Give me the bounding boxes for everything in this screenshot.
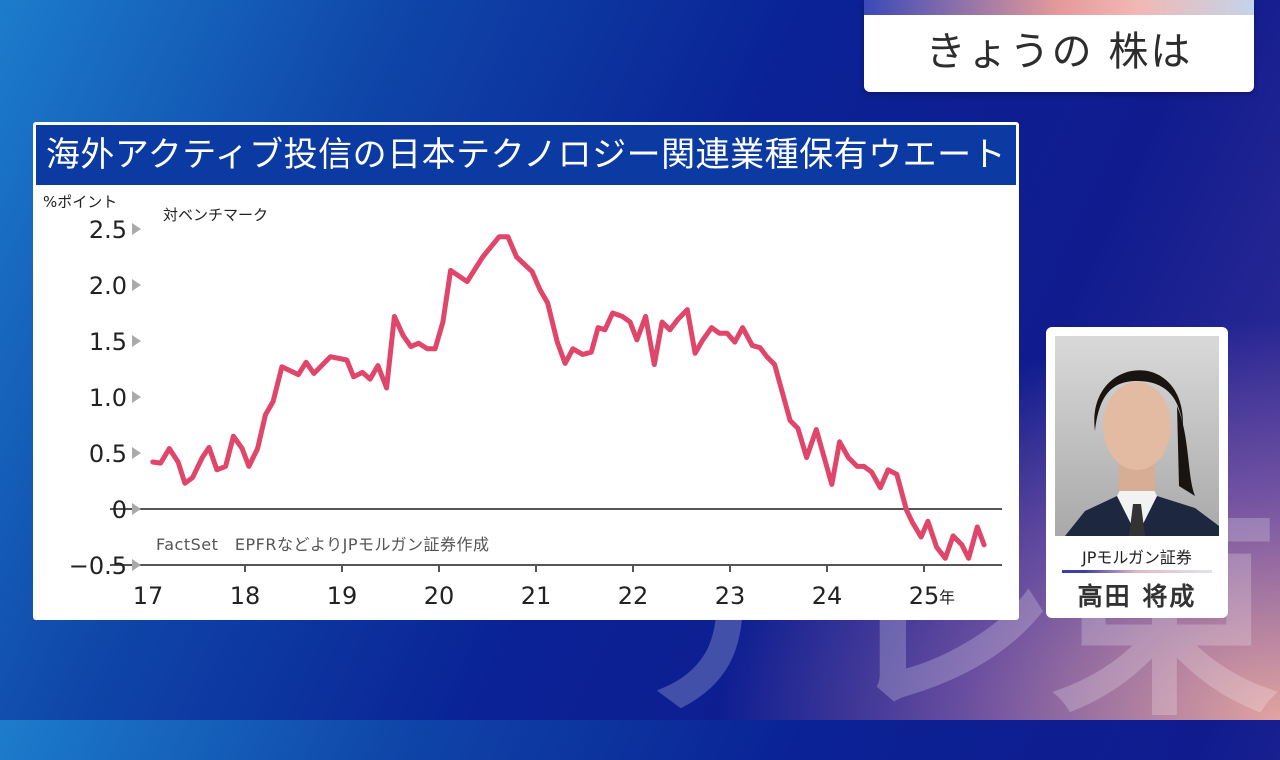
guest-card: JPモルガン証券 高田 将成 (1046, 327, 1228, 618)
chart-title: 海外アクティブ投信の日本テクノロジー関連業種保有ウエート (36, 125, 1016, 185)
guest-name: 高田 将成 (1046, 577, 1228, 613)
guest-photo (1055, 336, 1219, 536)
y-axis-unit: %ポイント (43, 191, 117, 212)
guest-company: JPモルガン証券 (1046, 544, 1228, 568)
segment-title-card: きょうの 株は (864, 0, 1254, 92)
guest-divider (1062, 570, 1212, 573)
segment-title: きょうの 株は (864, 15, 1254, 89)
accent-bar (864, 0, 1254, 15)
chart-subtitle: 対ベンチマーク (163, 204, 268, 225)
source-note: FactSet EPFRなどよりJPモルガン証券作成 (156, 531, 490, 555)
